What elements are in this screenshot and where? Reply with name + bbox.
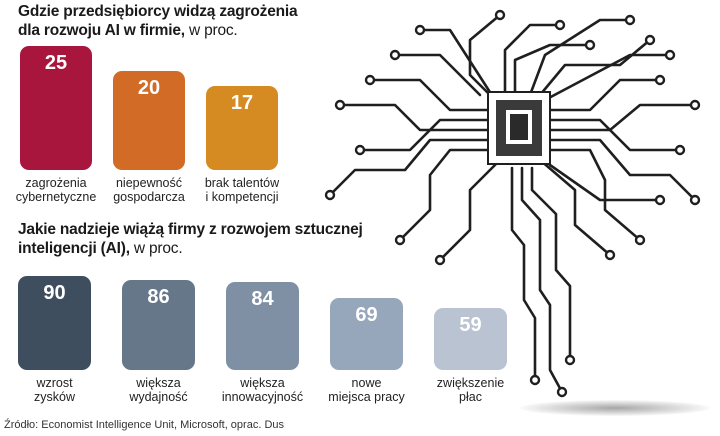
chart-1-bar: 25 xyxy=(20,46,92,170)
chart-1-category-label-line: zagrożenia xyxy=(25,176,87,190)
chart-2-category-label-line: nowe xyxy=(351,376,382,390)
chart-2-bar-value: 84 xyxy=(251,288,274,310)
chart-1-category-label: zagrożenia cybernetyczne xyxy=(1,176,111,204)
chart-2-bar-value: 59 xyxy=(459,314,482,336)
chip-icon xyxy=(487,91,551,165)
chart-2-category-label-line: zysków xyxy=(34,390,75,404)
chart-1-bar: 17 xyxy=(206,86,278,170)
chart-2-bar: 69 xyxy=(330,298,403,370)
chart-1-category-label-line: gospodarcza xyxy=(113,190,185,204)
chart-2-category-label-line: innowacyjność xyxy=(221,390,304,404)
chart-1-bar-value: 25 xyxy=(44,52,68,74)
chart-2-category-label-line: wzrost xyxy=(36,376,73,390)
source-note: Źródło: Economist Intelligence Unit, Mic… xyxy=(4,419,285,431)
chart-1-title-text: Gdzie przedsiębiorcy widzą zagrożenia dl… xyxy=(18,3,298,39)
chart-2-category-label: większa innowacyjność xyxy=(208,376,318,404)
chart-2-category-label: większa wydajność xyxy=(104,376,214,404)
chart-1-category-label-line: i kompetencji xyxy=(205,190,279,204)
chart-2-bar: 84 xyxy=(226,282,299,370)
chart-2-bar: 86 xyxy=(122,280,195,370)
chart-2-bar-value: 90 xyxy=(43,282,66,304)
chart-2-category-label-line: zwiększenie xyxy=(436,376,505,390)
chart-1-title: Gdzie przedsiębiorcy widzą zagrożenia dl… xyxy=(18,2,318,40)
chart-1-bar-value: 17 xyxy=(230,92,254,114)
chart-2-category-label-line: płac xyxy=(459,390,482,404)
chart-1-category-label: niepewność gospodarcza xyxy=(94,176,204,204)
chart-2-unit: w proc. xyxy=(133,240,183,257)
chart-2-category-label-line: większa xyxy=(136,376,181,390)
chart-1-unit: w proc. xyxy=(188,22,238,39)
chart-2-title-text: Jakie nadzieje wiążą firmy z rozwojem sz… xyxy=(18,221,363,257)
chart-1-category-label-line: brak talentów xyxy=(204,176,280,190)
chart-2-bar-value: 69 xyxy=(355,304,378,326)
chart-1-category-label-line: cybernetyczne xyxy=(15,190,97,204)
circuit-brain-illustration xyxy=(324,9,701,398)
chart-2-category-label: wzrost zysków xyxy=(0,376,110,404)
chart-1-bar: 20 xyxy=(113,71,185,170)
chart-2-category-label: zwiększenie płac xyxy=(416,376,526,404)
chart-2-bar: 59 xyxy=(434,308,507,370)
chart-1-bar-value: 20 xyxy=(137,77,161,99)
brain-shadow xyxy=(520,400,710,416)
chart-2-category-label: nowe miejsca pracy xyxy=(312,376,422,404)
chart-2-bar-value: 86 xyxy=(147,286,170,308)
chart-2-category-label-line: wydajność xyxy=(129,390,188,404)
chart-2-title: Jakie nadzieje wiążą firmy z rozwojem sz… xyxy=(18,220,378,258)
chart-2-category-label-line: większa xyxy=(240,376,285,390)
chart-1-category-label: brak talentów i kompetencji xyxy=(187,176,297,204)
chart-2-bar: 90 xyxy=(18,276,91,370)
chart-2-category-label-line: miejsca pracy xyxy=(328,390,405,404)
chart-1-category-label-line: niepewność xyxy=(115,176,182,190)
